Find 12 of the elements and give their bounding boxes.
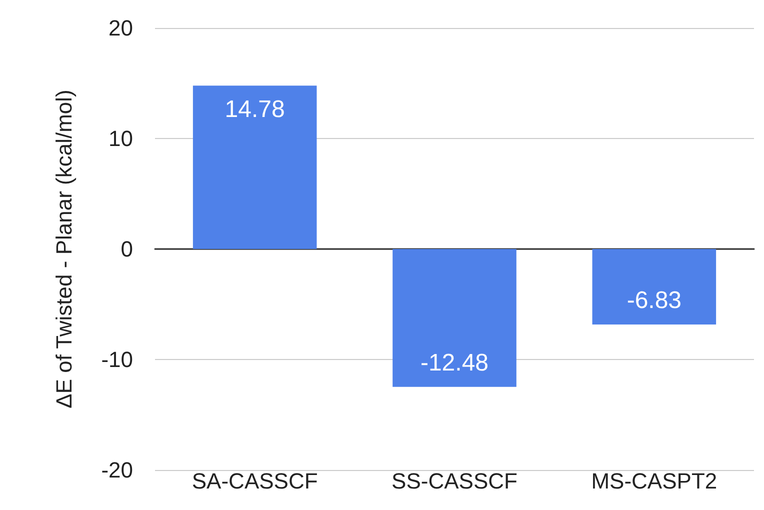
y-axis-title: ΔE of Twisted - Planar (kcal/mol) [52, 90, 76, 408]
y-tick-label: 0 [120, 236, 133, 262]
data-label: -12.48 [420, 349, 489, 376]
x-tick-label: MS-CASPT2 [591, 468, 718, 494]
data-label: 14.78 [224, 96, 285, 124]
y-tick-label: 20 [108, 16, 133, 40]
data-label: -6.83 [626, 286, 682, 314]
x-tick-label: SS-CASSCF [392, 468, 518, 494]
y-tick-label: 10 [108, 126, 133, 151]
x-tick-label: SA-CASSCF [192, 468, 318, 494]
y-tick-label: -20 [101, 458, 133, 482]
y-tick-label: -10 [101, 347, 133, 372]
